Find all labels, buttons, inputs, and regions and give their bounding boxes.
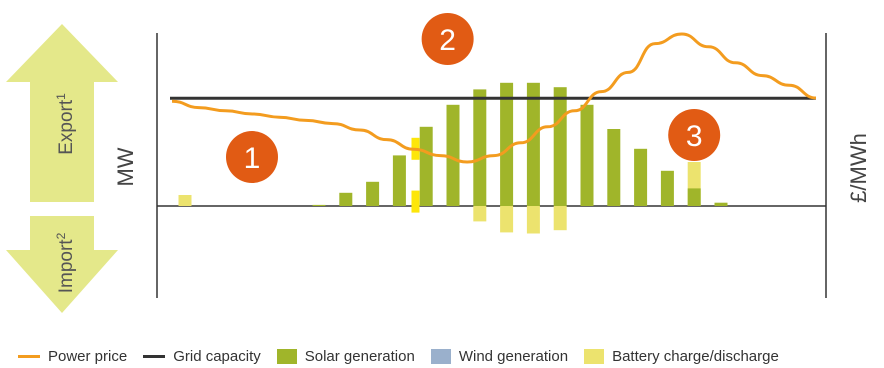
solar-bar — [419, 126, 433, 206]
callout-circle — [421, 13, 474, 65]
solar-bar — [634, 148, 648, 206]
legend-swatch — [276, 348, 297, 364]
legend-item: Wind generation — [430, 347, 569, 365]
legend-swatch — [584, 348, 605, 364]
solar-bar — [500, 82, 514, 206]
mw-axis-label: MW — [113, 147, 138, 186]
legend-item: Power price — [18, 348, 127, 365]
callout-label: 3 — [686, 120, 703, 153]
chart: Export1 Import2 MW £/MWh 1 2 3 — [6, 13, 871, 313]
legend-label: Battery charge/discharge — [612, 347, 779, 365]
battery-bar — [473, 206, 487, 222]
battery-bar — [500, 206, 514, 233]
battery-bar — [553, 206, 567, 231]
battery-highlight-bar — [411, 190, 420, 213]
solar-bar — [553, 87, 567, 206]
legend-item: Battery charge/discharge — [584, 348, 779, 365]
legend-item: Grid capacity — [143, 348, 261, 365]
callout-circle — [668, 109, 721, 161]
solar-bar — [339, 192, 353, 206]
legend-label: Solar generation — [304, 347, 415, 365]
solar-bar — [660, 170, 674, 206]
legend: Power price Grid capacity Solar generation… — [18, 346, 884, 366]
solar-bar — [312, 204, 326, 206]
legend-label: Wind generation — [458, 347, 569, 365]
legend-swatch — [430, 348, 451, 364]
price-axis-label: £/MWh — [846, 133, 871, 203]
lines-group — [170, 32, 817, 164]
export-label: Export1 — [54, 93, 77, 155]
solar-bar — [473, 89, 487, 206]
legend-item: Solar generation — [276, 347, 415, 365]
legend-label: Grid capacity — [173, 347, 261, 365]
export-arrow — [6, 24, 118, 202]
solar-bar — [714, 202, 728, 206]
import-arrow — [6, 216, 118, 313]
solar-bar — [392, 155, 406, 206]
solar-bar — [580, 104, 594, 206]
callouts-group: 1 2 3 — [226, 13, 721, 183]
legend-label: Power price — [48, 347, 128, 365]
callout-label: 2 — [439, 24, 456, 57]
solar-bar — [446, 104, 460, 206]
solar-bar — [687, 188, 701, 206]
legend-swatch — [18, 354, 40, 358]
solar-bar — [607, 129, 621, 206]
solar-bar — [526, 82, 540, 206]
battery-bar — [178, 195, 192, 206]
solar-bar — [366, 181, 380, 206]
callout-circle — [226, 131, 278, 183]
power-price-line — [171, 32, 817, 164]
battery-bar — [526, 206, 540, 234]
import-label: Import2 — [54, 232, 77, 293]
callout-label: 1 — [244, 142, 261, 175]
legend-swatch — [143, 354, 166, 358]
